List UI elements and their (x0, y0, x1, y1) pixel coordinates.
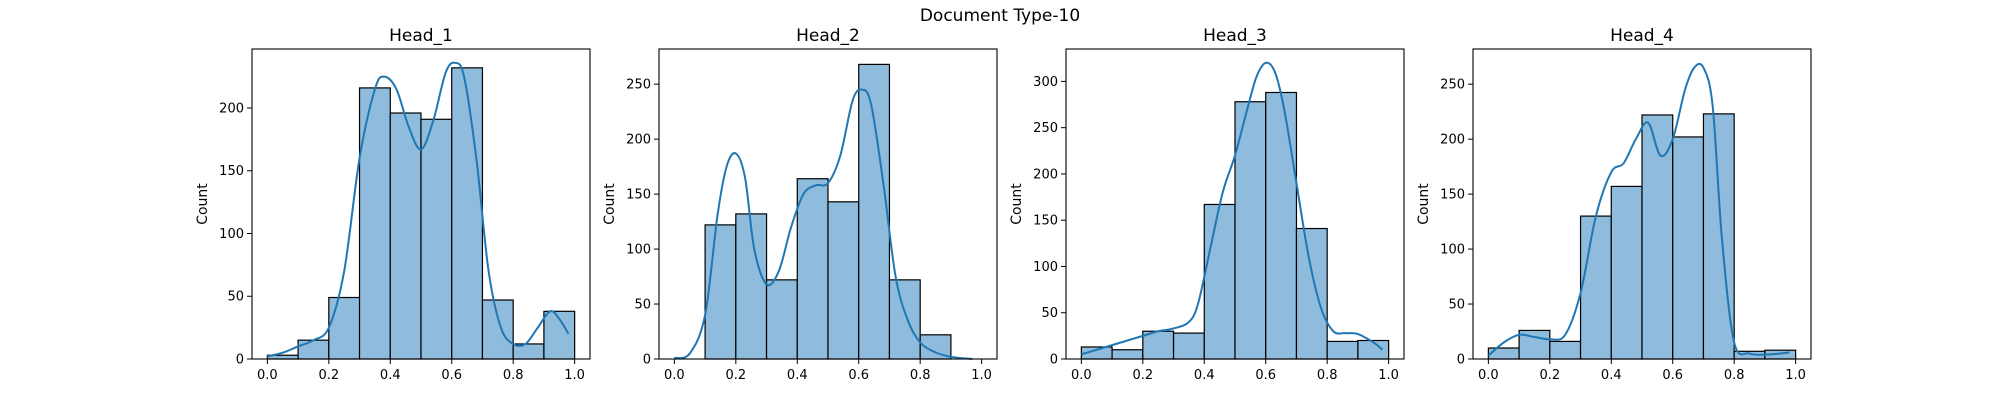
x-tick-label: 0.4 (1601, 368, 1622, 383)
histogram-bar (888, 279, 921, 360)
x-tick-label: 0.4 (380, 368, 401, 383)
histogram-bar (827, 201, 860, 360)
x-tick-label: 0.8 (1724, 368, 1745, 383)
panel-title: Head_1 (389, 26, 453, 46)
y-tick-label: 200 (1440, 133, 1465, 148)
y-tick-label: 150 (1033, 214, 1058, 229)
histogram-bar (1702, 113, 1735, 360)
y-axis-label: Count (1009, 183, 1025, 225)
axes-frame (1065, 48, 1405, 360)
panel-2: 0.0 0.2 0.4 0.6 0.8 1.0 0 50 100 150 200 250 Count He… (602, 26, 998, 383)
histogram-bar (1672, 136, 1705, 360)
y-axis-label: Count (195, 183, 211, 225)
x-tick-label: 0.4 (1194, 368, 1215, 383)
x-tick-label: 0.0 (1478, 368, 1499, 383)
kde-curve (674, 88, 973, 360)
x-tick-label: 1.0 (1378, 368, 1399, 383)
y-tick-label: 250 (626, 78, 651, 93)
x-tick-label: 1.0 (564, 368, 585, 383)
x-tick-label: 0.2 (1539, 368, 1560, 383)
x-tick-label: 0.0 (1071, 368, 1092, 383)
histogram-bar (1172, 332, 1205, 360)
histogram-bar (389, 112, 422, 360)
panel-3: 0.0 0.2 0.4 0.6 0.8 1.0 0 50 100 150 200 250 300 Coun… (1009, 26, 1405, 383)
y-tick-label: 150 (626, 188, 651, 203)
histogram-bar (451, 67, 484, 360)
x-tick-label: 0.4 (787, 368, 808, 383)
histogram-bar (796, 178, 829, 360)
y-tick-label: 50 (1041, 306, 1058, 321)
figure-title: Document Type-10 (920, 6, 1080, 26)
x-tick-label: 0.8 (503, 368, 524, 383)
x-tick-label: 0.2 (725, 368, 746, 383)
x-tick-label: 0.6 (1255, 368, 1276, 383)
kde-curve (267, 61, 570, 358)
axes-frame (251, 48, 591, 360)
y-tick-label: 0 (1050, 353, 1058, 368)
histogram-bar (858, 63, 891, 360)
histogram-bar (297, 339, 330, 360)
kde-curve (1081, 61, 1384, 356)
histogram-bar (420, 118, 453, 360)
y-axis-label: Count (602, 183, 618, 225)
y-tick-label: 50 (634, 298, 651, 313)
x-tick-label: 0.0 (664, 368, 685, 383)
x-tick-label: 0.2 (1132, 368, 1153, 383)
x-tick-label: 0.2 (318, 368, 339, 383)
y-tick-label: 100 (1033, 260, 1058, 275)
y-tick-label: 150 (1440, 188, 1465, 203)
panel-title: Head_2 (796, 26, 860, 46)
axes-frame (658, 48, 998, 360)
x-tick-label: 0.6 (1662, 368, 1683, 383)
histogram-bar (1234, 101, 1267, 360)
y-tick-label: 200 (219, 101, 244, 116)
y-tick-label: 0 (643, 353, 651, 368)
y-tick-label: 300 (1033, 75, 1058, 90)
panel-1: 0.0 0.2 0.4 0.6 0.8 1.0 0 50 100 150 200 Count Head_… (195, 26, 591, 383)
y-tick-label: 200 (626, 133, 651, 148)
histogram-bar (1295, 227, 1328, 360)
y-tick-label: 0 (1457, 353, 1465, 368)
panel-title: Head_4 (1610, 26, 1674, 46)
histogram-bar (328, 296, 361, 360)
y-tick-label: 200 (1033, 167, 1058, 182)
x-tick-label: 1.0 (971, 368, 992, 383)
panel-title: Head_3 (1203, 26, 1267, 46)
histogram-bar (1549, 340, 1582, 360)
histogram-bar (765, 279, 798, 360)
x-tick-label: 1.0 (1785, 368, 1806, 383)
kde-curve (1487, 62, 1790, 357)
histogram-bar (704, 224, 737, 360)
histogram-bar (1326, 340, 1359, 360)
y-tick-label: 50 (227, 290, 244, 305)
y-tick-label: 50 (1448, 298, 1465, 313)
y-tick-label: 0 (236, 353, 244, 368)
histogram-bar (481, 299, 514, 360)
y-axis-label: Count (1416, 183, 1432, 225)
panel-4: 0.0 0.2 0.4 0.6 0.8 1.0 0 50 100 150 200 250 Count He… (1416, 26, 1812, 383)
axes-frame (1472, 48, 1812, 360)
x-tick-label: 0.0 (257, 368, 278, 383)
x-tick-label: 0.8 (1317, 368, 1338, 383)
histogram-bar (1487, 347, 1520, 360)
histogram-bar (1203, 203, 1236, 360)
y-tick-label: 250 (1440, 78, 1465, 93)
y-tick-label: 100 (1440, 243, 1465, 258)
y-tick-label: 250 (1033, 121, 1058, 136)
histogram-bar (1265, 91, 1298, 360)
y-tick-label: 100 (626, 243, 651, 258)
histogram-bar (1579, 215, 1612, 360)
x-tick-label: 0.8 (910, 368, 931, 383)
y-tick-label: 100 (219, 227, 244, 242)
y-tick-label: 150 (219, 164, 244, 179)
x-tick-label: 0.6 (848, 368, 869, 383)
histogram-bar (1610, 185, 1643, 360)
x-tick-label: 0.6 (441, 368, 462, 383)
histogram-bar (1111, 349, 1144, 360)
